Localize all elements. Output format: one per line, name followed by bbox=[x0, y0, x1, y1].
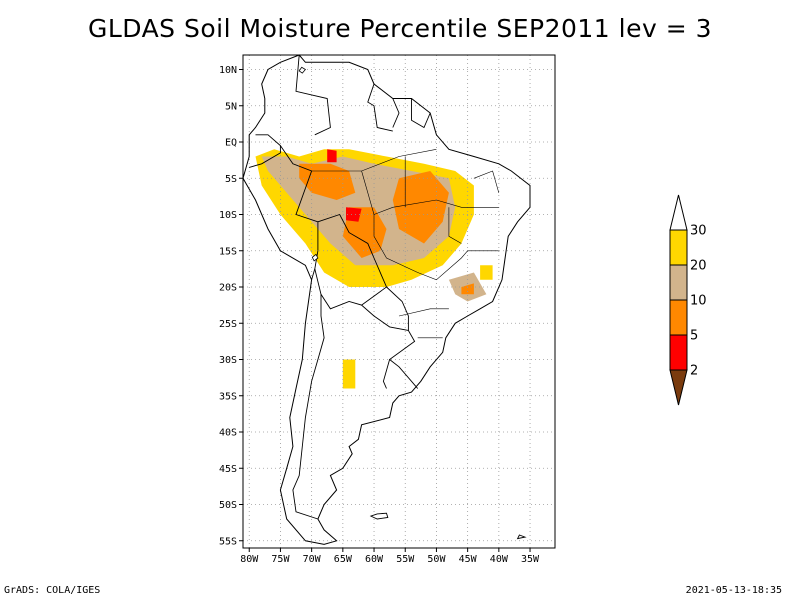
percentile-region bbox=[317, 424, 337, 454]
lake bbox=[311, 253, 319, 262]
country-border bbox=[249, 134, 281, 168]
colorbar-segment bbox=[669, 334, 688, 371]
country-border bbox=[292, 294, 325, 520]
colorbar-label: 5 bbox=[690, 329, 698, 344]
lon-tick-label: 65W bbox=[334, 554, 353, 565]
country-border bbox=[295, 54, 331, 136]
lake bbox=[298, 66, 307, 74]
lat-tick-label: 5N bbox=[225, 101, 237, 112]
colorbar-segment bbox=[669, 194, 688, 231]
percentile-region bbox=[346, 207, 362, 222]
footer-grads-credit: GrADS: COLA/IGES bbox=[4, 585, 101, 596]
lat-tick-label: 20S bbox=[219, 283, 237, 294]
map-title: GLDAS Soil Moisture Percentile SEP2011 l… bbox=[87, 14, 713, 43]
footer-timestamp: 2021-05-13-18:35 bbox=[685, 585, 782, 596]
lon-tick-label: 45W bbox=[459, 554, 478, 565]
lon-tick-label: 50W bbox=[427, 554, 446, 565]
lon-tick-label: 75W bbox=[271, 554, 290, 565]
country-border bbox=[411, 98, 431, 129]
lon-tick-label: 70W bbox=[303, 554, 322, 565]
colorbar-label: 30 bbox=[690, 224, 707, 239]
colorbar-segment bbox=[669, 369, 688, 406]
lon-tick-label: 60W bbox=[365, 554, 384, 565]
lat-tick-label: 15S bbox=[219, 246, 237, 257]
island bbox=[369, 512, 389, 520]
country-border bbox=[382, 359, 391, 389]
lat-tick-label: 40S bbox=[219, 428, 237, 439]
lat-tick-label: 25S bbox=[219, 319, 237, 330]
coastline bbox=[242, 54, 531, 545]
lon-tick-label: 35W bbox=[521, 554, 540, 565]
lat-tick-label: EQ bbox=[225, 138, 237, 149]
lon-tick-label: 40W bbox=[490, 554, 509, 565]
lon-tick-label: 80W bbox=[240, 554, 259, 565]
colorbar-label: 10 bbox=[690, 294, 707, 309]
state-border bbox=[373, 214, 499, 281]
percentile-region bbox=[342, 359, 356, 389]
lat-tick-label: 45S bbox=[219, 464, 237, 475]
state-border bbox=[448, 207, 462, 244]
island bbox=[516, 534, 527, 540]
lat-tick-label: 50S bbox=[219, 500, 237, 511]
percentile-region bbox=[461, 283, 474, 295]
percentile-region bbox=[480, 265, 493, 280]
lat-tick-label: 10N bbox=[219, 65, 237, 76]
percentile-region bbox=[280, 87, 293, 113]
lat-tick-label: 10S bbox=[219, 210, 237, 221]
percentile-region bbox=[299, 163, 356, 200]
colorbar-label: 20 bbox=[690, 259, 707, 274]
country-border bbox=[392, 98, 400, 128]
lat-tick-label: 30S bbox=[219, 355, 237, 366]
state-border bbox=[398, 308, 449, 317]
boundary-lines bbox=[242, 54, 531, 545]
country-border bbox=[367, 83, 393, 132]
lat-tick-label: 35S bbox=[219, 391, 237, 402]
axis-ticks: 10N 5N EQ 5S 10S 15S 20S 25S 30S 35S 40S 45S 50S 55S8… bbox=[219, 65, 540, 565]
percentile-region bbox=[305, 323, 318, 360]
colorbar-segment bbox=[669, 264, 688, 301]
state-border bbox=[473, 170, 500, 193]
grid-lines bbox=[243, 55, 555, 548]
country-border bbox=[280, 145, 319, 251]
lon-tick-label: 55W bbox=[396, 554, 415, 565]
map-frame bbox=[242, 54, 556, 549]
colorbar: 2 5 10 20 30 bbox=[669, 194, 707, 406]
percentile-region bbox=[392, 171, 449, 244]
colorbar-label: 2 bbox=[690, 364, 698, 379]
state-border bbox=[311, 149, 437, 172]
lat-tick-label: 5S bbox=[225, 174, 237, 185]
lat-tick-label: 55S bbox=[219, 536, 237, 547]
colorbar-segment bbox=[669, 299, 688, 336]
colorbar-segment bbox=[669, 229, 688, 266]
country-border bbox=[388, 330, 419, 389]
percentile-region bbox=[327, 149, 337, 163]
percentile-fill-layer bbox=[249, 87, 512, 454]
